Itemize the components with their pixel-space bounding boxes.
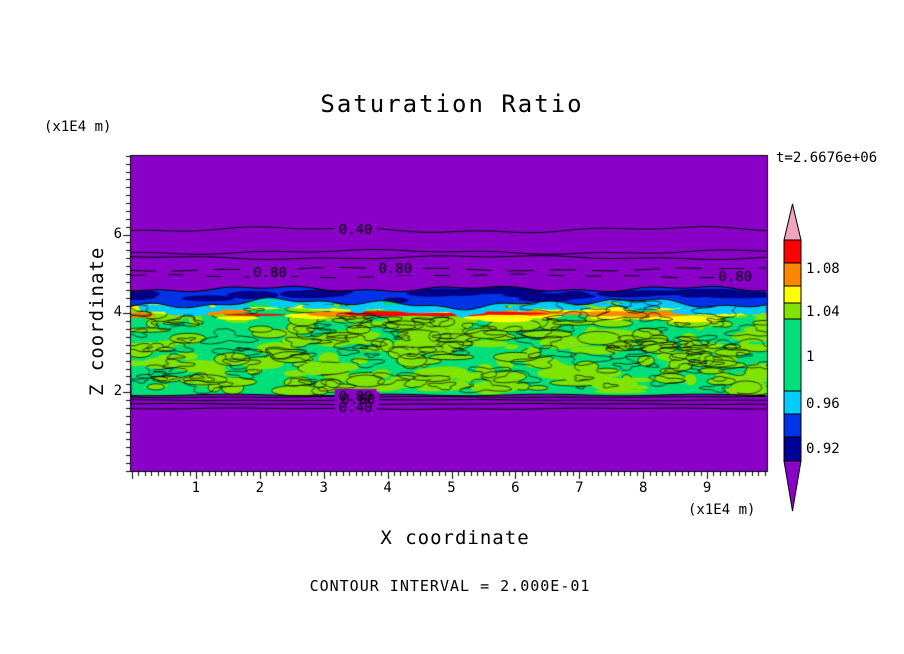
colorbar-segment bbox=[783, 285, 802, 304]
colorbar-segment bbox=[783, 413, 802, 438]
y-tick-label: 6 bbox=[96, 226, 122, 242]
colorbar-tick-label: 1.08 bbox=[806, 261, 840, 277]
x-tick-label: 1 bbox=[191, 480, 201, 496]
colorbar-segment bbox=[783, 302, 802, 320]
x-tick-label: 9 bbox=[702, 480, 712, 496]
colorbar-tick-label: 0.96 bbox=[806, 396, 840, 412]
colorbar-overflow-arrow bbox=[783, 203, 802, 241]
x-axis-unit-label: (x1E4 m) bbox=[688, 502, 756, 518]
contour-field-canvas bbox=[118, 150, 778, 486]
colorbar-segment bbox=[783, 436, 802, 462]
x-tick-label: 7 bbox=[575, 480, 584, 496]
colorbar-underflow-arrow bbox=[783, 460, 802, 512]
colorbar-tick-label: 0.92 bbox=[806, 441, 840, 457]
y-tick-label: 2 bbox=[96, 383, 122, 399]
y-tick-label: 4 bbox=[96, 304, 122, 320]
x-tick-label: 4 bbox=[383, 480, 392, 496]
x-tick-label: 2 bbox=[255, 480, 265, 496]
colorbar-segment bbox=[783, 262, 802, 287]
colorbar-tick-label: 1 bbox=[806, 349, 815, 365]
y-axis-unit-label: (x1E4 m) bbox=[44, 119, 112, 135]
colorbar-segment bbox=[783, 239, 802, 264]
time-annotation: t=2.6676e+06 bbox=[776, 150, 878, 166]
plot-title: Saturation Ratio bbox=[320, 90, 584, 118]
y-axis-title: Z coordinate bbox=[86, 246, 108, 396]
contour-interval-caption: CONTOUR INTERVAL = 2.000E-01 bbox=[309, 577, 591, 595]
colorbar-tick-label: 1.04 bbox=[806, 304, 840, 320]
x-tick-label: 5 bbox=[447, 480, 456, 496]
colorbar-segment bbox=[783, 318, 802, 392]
colorbar bbox=[783, 203, 802, 512]
x-tick-label: 6 bbox=[511, 480, 520, 496]
colorbar-segment bbox=[783, 390, 802, 415]
x-axis-title: X coordinate bbox=[380, 527, 530, 549]
x-tick-label: 8 bbox=[638, 480, 648, 496]
x-tick-label: 3 bbox=[319, 480, 328, 496]
